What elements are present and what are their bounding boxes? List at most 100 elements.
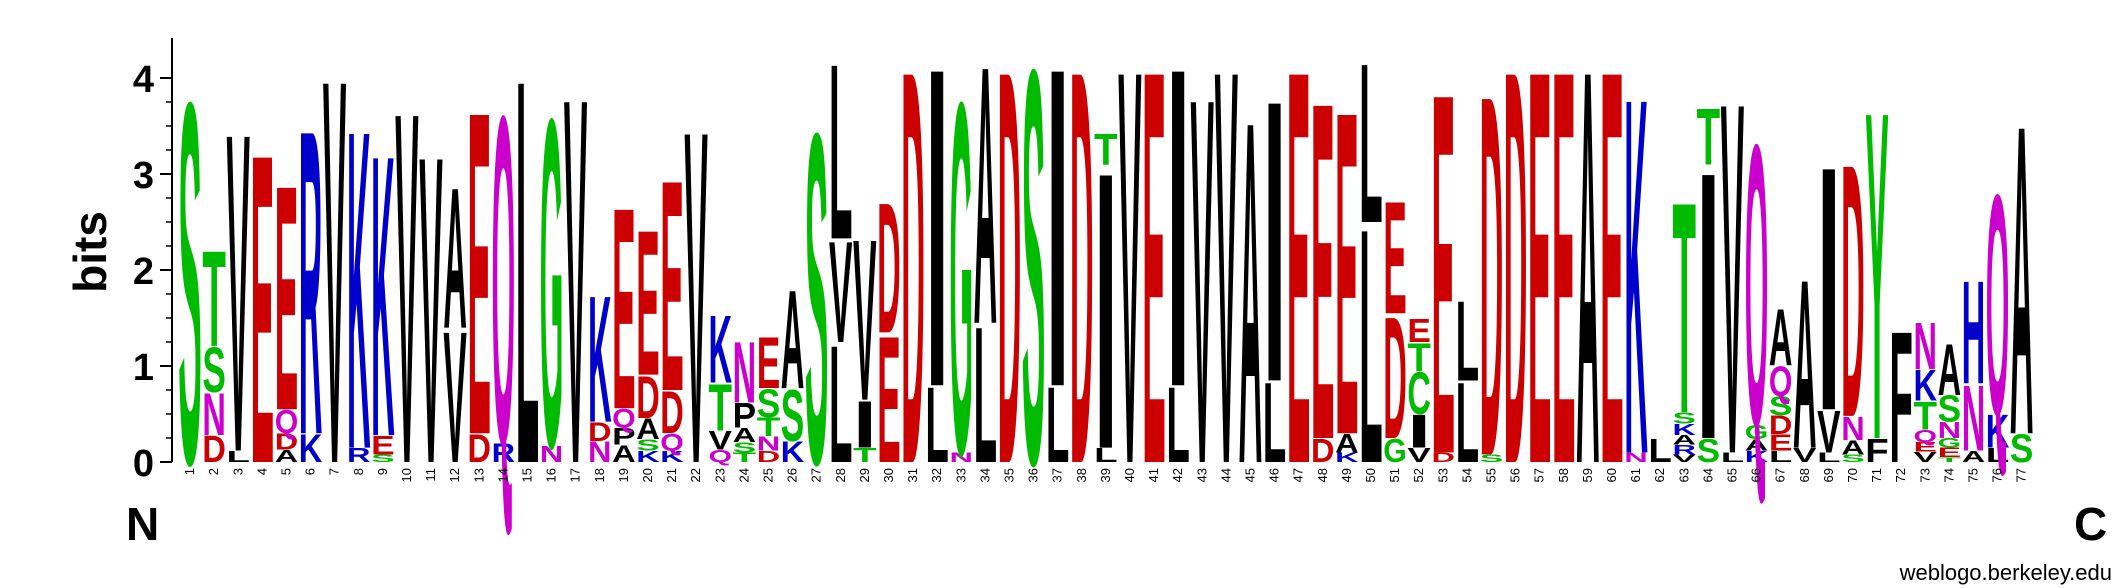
- logo-letter-I: I: [1407, 406, 1430, 458]
- logo-letter-A: A: [733, 424, 756, 446]
- logo-letter-T: T: [1407, 335, 1431, 380]
- position-label: 20: [640, 468, 655, 482]
- position-label: 61: [1628, 468, 1643, 482]
- logo-letter-V: V: [1793, 444, 1816, 467]
- position-label: 51: [1387, 468, 1402, 482]
- logo-letter-N: N: [1938, 418, 1961, 443]
- logo-letter-L: L: [516, 0, 539, 579]
- position-label: 52: [1411, 468, 1426, 482]
- position-label: 67: [1773, 468, 1788, 482]
- position-label: 37: [1050, 468, 1065, 482]
- position-label: 35: [1001, 468, 1016, 482]
- position-label: 4: [254, 468, 269, 475]
- logo-letter-N: N: [733, 323, 756, 421]
- logo-letter-T: T: [757, 413, 780, 443]
- logo-letter-V: V: [853, 191, 876, 448]
- logo-letter-S: S: [805, 35, 828, 562]
- position-label: 27: [809, 468, 824, 482]
- logo-letter-L: L: [1359, 16, 1382, 271]
- logo-letter-L: L: [1263, 360, 1286, 487]
- logo-letter-D: D: [877, 165, 900, 373]
- logo-letter-N: N: [1841, 409, 1864, 447]
- y-axis-ticks: 0 1 2 3 4: [133, 59, 172, 485]
- logo-letter-K: K: [1673, 421, 1697, 439]
- position-label: 21: [664, 468, 679, 482]
- logo-letter-A: A: [1962, 448, 1985, 466]
- logo-letter-Q: Q: [1745, 62, 1768, 510]
- logo-letter-G: G: [540, 22, 563, 546]
- logo-letter-V: V: [1118, 0, 1142, 582]
- logo-letter-S: S: [178, 0, 201, 572]
- logo-letter-T: T: [733, 450, 757, 465]
- logo-letter-D: D: [468, 426, 492, 471]
- logo-letter-D: D: [275, 429, 298, 454]
- logo-letter-N: N: [202, 382, 226, 449]
- logo-letter-D: D: [1311, 432, 1334, 470]
- position-label: 76: [1990, 468, 2005, 482]
- logo-letter-E: E: [1287, 0, 1310, 582]
- logo-letter-N: N: [540, 442, 563, 467]
- position-label: 9: [375, 468, 390, 475]
- logo-letter-D: D: [901, 0, 924, 582]
- position-label: 64: [1700, 468, 1715, 482]
- position-label: 1: [182, 468, 197, 475]
- logo-letter-E: E: [612, 147, 635, 470]
- position-label: 57: [1532, 468, 1547, 482]
- y-tick-label: 0: [133, 443, 154, 485]
- y-tick-label: 4: [133, 59, 154, 101]
- logo-letter-S: S: [1697, 433, 1721, 470]
- logo-letter-A: A: [1745, 437, 1768, 455]
- logo-letter-S: S: [1480, 452, 1504, 464]
- position-label: 5: [278, 468, 293, 475]
- logo-letter-E: E: [1407, 313, 1431, 350]
- logo-letter-L: L: [925, 366, 948, 486]
- logo-letter-E: E: [660, 117, 683, 454]
- logo-letter-T: T: [1697, 93, 1720, 182]
- logo-letter-A: A: [781, 261, 804, 418]
- y-tick-label: 2: [133, 251, 154, 293]
- logo-letter-Q: Q: [612, 404, 635, 434]
- logo-letter-V: V: [1673, 453, 1697, 465]
- logo-letter-E: E: [636, 186, 659, 419]
- logo-letter-V: V: [1817, 399, 1840, 466]
- position-label: 11: [423, 468, 438, 482]
- logo-letter-D: D: [660, 380, 684, 447]
- logo-letter-V: V: [419, 66, 443, 557]
- logo-letter-L: L: [1359, 159, 1382, 534]
- logo-letter-S: S: [1673, 409, 1696, 427]
- logo-letter-L: L: [1046, 366, 1069, 486]
- logo-letter-L: L: [974, 286, 997, 504]
- logo-letter-E: E: [1769, 431, 1792, 456]
- logo-letter-V: V: [709, 425, 733, 455]
- position-label: 75: [1965, 468, 1980, 482]
- position-label: 55: [1483, 468, 1498, 482]
- logo-letter-K: K: [299, 426, 323, 471]
- position-label: 36: [1026, 468, 1041, 482]
- logo-letter-Q: Q: [492, 19, 515, 543]
- position-label: 54: [1459, 468, 1474, 482]
- logo-letter-P: P: [733, 397, 756, 436]
- position-label: 15: [519, 468, 534, 482]
- logo-letter-V: V: [829, 213, 852, 374]
- c-terminus-label: C: [2074, 498, 2107, 550]
- logo-letter-L: L: [829, 310, 852, 497]
- logo-letter-A: A: [1239, 20, 1263, 566]
- logo-letter-E: E: [877, 298, 900, 501]
- position-label: 70: [1845, 468, 1860, 482]
- position-label: 30: [881, 468, 896, 482]
- logo-letter-E: E: [757, 323, 780, 405]
- position-label: 22: [688, 468, 703, 482]
- logo-letter-C: C: [1407, 360, 1431, 427]
- logo-letter-N: N: [1624, 450, 1647, 465]
- logo-letter-V: V: [443, 292, 466, 502]
- position-label: 65: [1724, 468, 1739, 482]
- logo-letter-T: T: [853, 444, 877, 467]
- position-label: 32: [929, 468, 944, 482]
- logo-letter-E: E: [251, 62, 274, 557]
- logo-letter-I: I: [1817, 93, 1840, 483]
- position-label: 31: [905, 468, 920, 482]
- logo-letter-A: A: [1576, 0, 1599, 582]
- logo-letter-Q: Q: [1986, 130, 2009, 482]
- logo-letter-K: K: [1745, 448, 1769, 466]
